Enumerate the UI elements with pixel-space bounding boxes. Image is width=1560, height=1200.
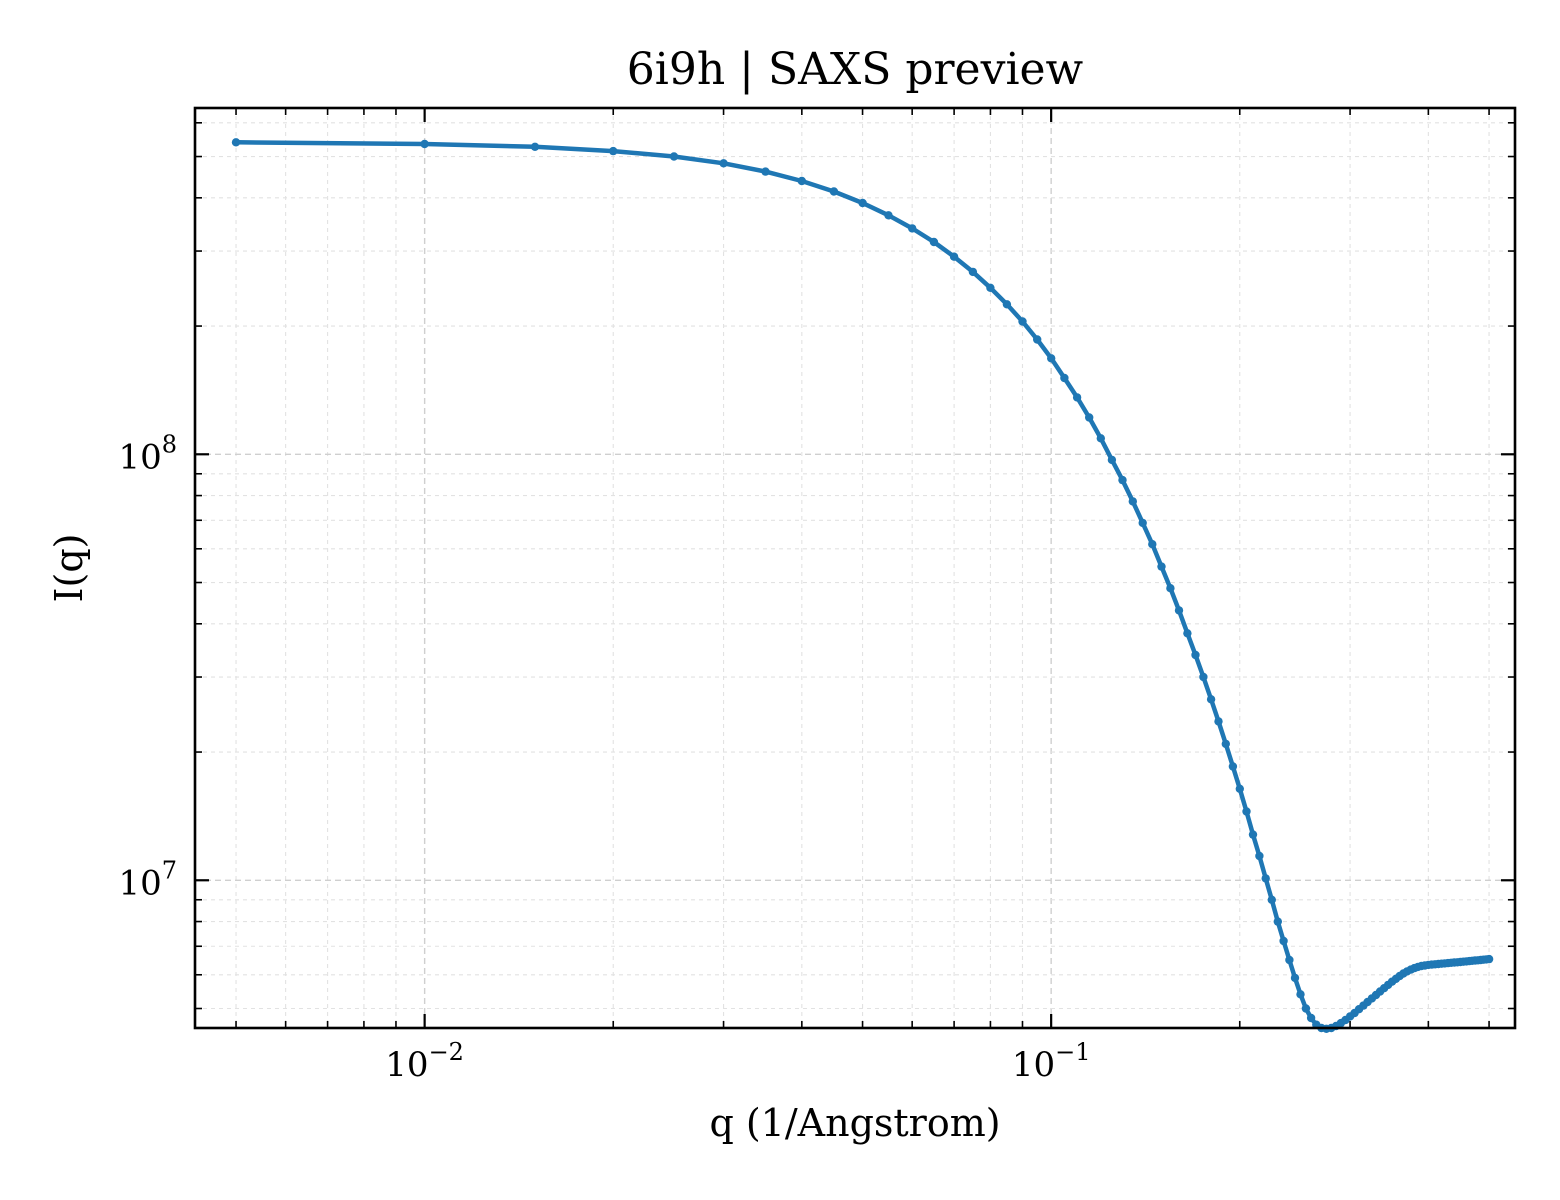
data-point bbox=[761, 167, 770, 176]
data-point bbox=[1085, 413, 1094, 422]
data-point bbox=[1296, 990, 1305, 999]
data-point bbox=[1301, 1004, 1311, 1013]
data-point bbox=[1214, 717, 1223, 726]
data-point bbox=[1060, 373, 1069, 383]
data-point bbox=[1306, 1013, 1316, 1023]
plot-frame bbox=[193, 106, 1517, 1030]
data-point bbox=[968, 267, 978, 277]
data-point bbox=[908, 224, 917, 233]
data-point bbox=[1047, 354, 1056, 363]
data-point bbox=[797, 176, 806, 186]
data-point bbox=[420, 139, 429, 149]
y-tick-label: 107 bbox=[118, 856, 177, 903]
y-axis-label: I(q) bbox=[47, 534, 91, 603]
data-point bbox=[986, 283, 995, 292]
data-point bbox=[1279, 936, 1288, 946]
chart-title: 6i9h | SAXS preview bbox=[627, 44, 1084, 95]
data-point bbox=[669, 152, 679, 161]
data-point bbox=[1248, 830, 1258, 839]
data-point bbox=[1128, 497, 1138, 506]
data-point bbox=[1290, 973, 1300, 983]
data-point bbox=[1157, 562, 1166, 571]
data-point bbox=[1484, 954, 1494, 964]
data-point bbox=[1228, 762, 1238, 771]
data-point bbox=[1191, 650, 1200, 660]
data-point bbox=[1107, 455, 1117, 465]
tick-labels: 10−2 10−1 107 108 bbox=[118, 430, 1090, 1085]
y-tick-label: 108 bbox=[118, 430, 177, 477]
data-point bbox=[829, 187, 839, 196]
data-point bbox=[1166, 584, 1175, 593]
data-point bbox=[1183, 629, 1192, 638]
data-point bbox=[1174, 606, 1184, 615]
data-point bbox=[1267, 895, 1277, 904]
data-point bbox=[1002, 300, 1012, 309]
data-point bbox=[1148, 540, 1157, 549]
series-layer bbox=[231, 138, 1494, 1034]
data-point bbox=[1206, 695, 1216, 704]
data-point bbox=[858, 198, 867, 208]
data-point bbox=[1199, 672, 1208, 682]
axis-ticks bbox=[195, 108, 1515, 1028]
data-point bbox=[609, 146, 618, 156]
grid-lines bbox=[195, 108, 1515, 1028]
data-point bbox=[1255, 851, 1264, 861]
x-tick-label: 10−2 bbox=[385, 1038, 464, 1085]
data-point bbox=[1118, 475, 1127, 485]
data-point bbox=[1261, 874, 1270, 883]
data-point bbox=[1235, 784, 1245, 793]
data-point bbox=[949, 252, 959, 261]
data-point bbox=[1285, 955, 1294, 965]
data-point bbox=[1072, 393, 1082, 402]
data-point bbox=[530, 142, 540, 151]
data-point bbox=[231, 138, 241, 147]
x-axis-label: q (1/Angstrom) bbox=[709, 1101, 1000, 1145]
data-point bbox=[1096, 434, 1106, 443]
data-point bbox=[1033, 335, 1042, 344]
x-tick-label: 10−1 bbox=[1012, 1038, 1091, 1085]
data-point bbox=[719, 159, 728, 168]
data-point bbox=[1221, 739, 1231, 749]
data-point bbox=[884, 211, 893, 220]
data-point bbox=[1273, 917, 1283, 926]
data-point bbox=[1018, 317, 1027, 326]
data-point bbox=[1138, 518, 1147, 528]
data-point bbox=[1242, 807, 1251, 816]
data-point bbox=[929, 237, 939, 247]
